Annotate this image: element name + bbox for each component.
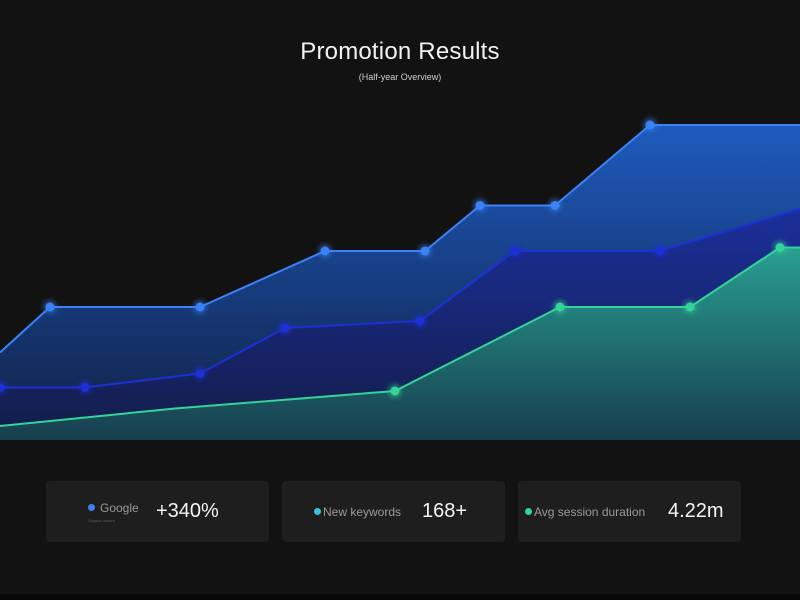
stat-card-session: Avg session duration 4.22m (518, 481, 741, 542)
google-data-point[interactable] (45, 302, 55, 312)
session-series-area (0, 247, 800, 440)
session-dot-icon (525, 508, 532, 515)
google-data-point[interactable] (645, 120, 655, 130)
chart-subtitle: (Half-year Overview) (358, 72, 442, 82)
keywords-data-point[interactable] (80, 383, 90, 392)
google-value: +340% (156, 500, 219, 522)
session-label: Avg session duration (534, 505, 646, 519)
keywords-data-point[interactable] (655, 246, 665, 256)
keywords-dot-icon (314, 508, 321, 515)
google-sublabel: Organic search (88, 518, 116, 523)
google-data-point[interactable] (195, 302, 205, 312)
stat-card-keywords: New keywords 168+ (282, 481, 505, 542)
keywords-series-line (0, 208, 800, 389)
session-data-point[interactable] (390, 386, 400, 396)
session-data-point[interactable] (555, 302, 565, 312)
session-value: 4.22m (668, 500, 724, 522)
stat-card-google: Google Organic search +340% (46, 481, 269, 542)
keywords-label: New keywords (323, 505, 402, 519)
session-data-point[interactable] (685, 302, 695, 312)
session-data-point[interactable] (775, 243, 785, 252)
google-data-point[interactable] (475, 201, 485, 210)
keywords-data-point[interactable] (510, 246, 520, 256)
keywords-data-point[interactable] (0, 383, 5, 392)
google-label: Google (100, 501, 139, 515)
keywords-data-point[interactable] (195, 369, 205, 378)
google-data-point[interactable] (550, 201, 560, 210)
chart-title: Promotion Results (300, 38, 500, 65)
google-data-point[interactable] (320, 246, 330, 256)
bottom-strip (0, 594, 800, 600)
google-data-point[interactable] (420, 246, 430, 256)
keywords-data-point[interactable] (280, 323, 290, 333)
keywords-value: 168+ (422, 500, 468, 522)
keywords-data-point[interactable] (415, 316, 425, 326)
google-dot-icon (88, 504, 95, 511)
